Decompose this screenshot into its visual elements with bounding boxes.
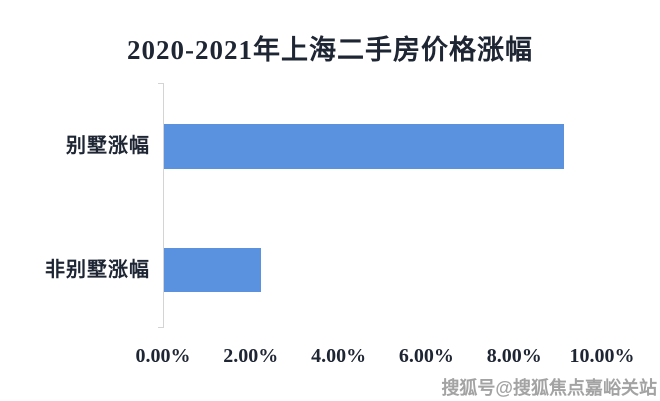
plot-area — [158, 83, 603, 328]
x-axis-tick-label-1: 2.00% — [223, 345, 279, 367]
x-axis-tick-label-2: 4.00% — [311, 345, 367, 367]
x-axis-tick-label-3: 6.00% — [398, 345, 454, 367]
category-label-villa: 别墅涨幅 — [66, 135, 150, 157]
bar-villa-increase — [164, 124, 564, 169]
chart-title: 2020-2021年上海二手房价格涨幅 — [127, 35, 533, 65]
watermark-sohu: 搜狐号@搜狐焦点嘉峪关站 — [441, 378, 657, 398]
x-axis-tick-label-0: 0.00% — [135, 345, 191, 367]
axis-tick-top — [158, 83, 164, 84]
x-axis-tick-label-5: 10.00% — [569, 345, 635, 367]
x-axis-tick-label-4: 8.00% — [486, 345, 542, 367]
axis-tick-bottom — [158, 327, 164, 328]
category-label-non-villa: 非别墅涨幅 — [45, 259, 150, 281]
x-axis: 0.00% 2.00% 4.00% 6.00% 8.00% 10.00% — [136, 345, 635, 371]
bar-non-villa-increase — [164, 248, 261, 292]
